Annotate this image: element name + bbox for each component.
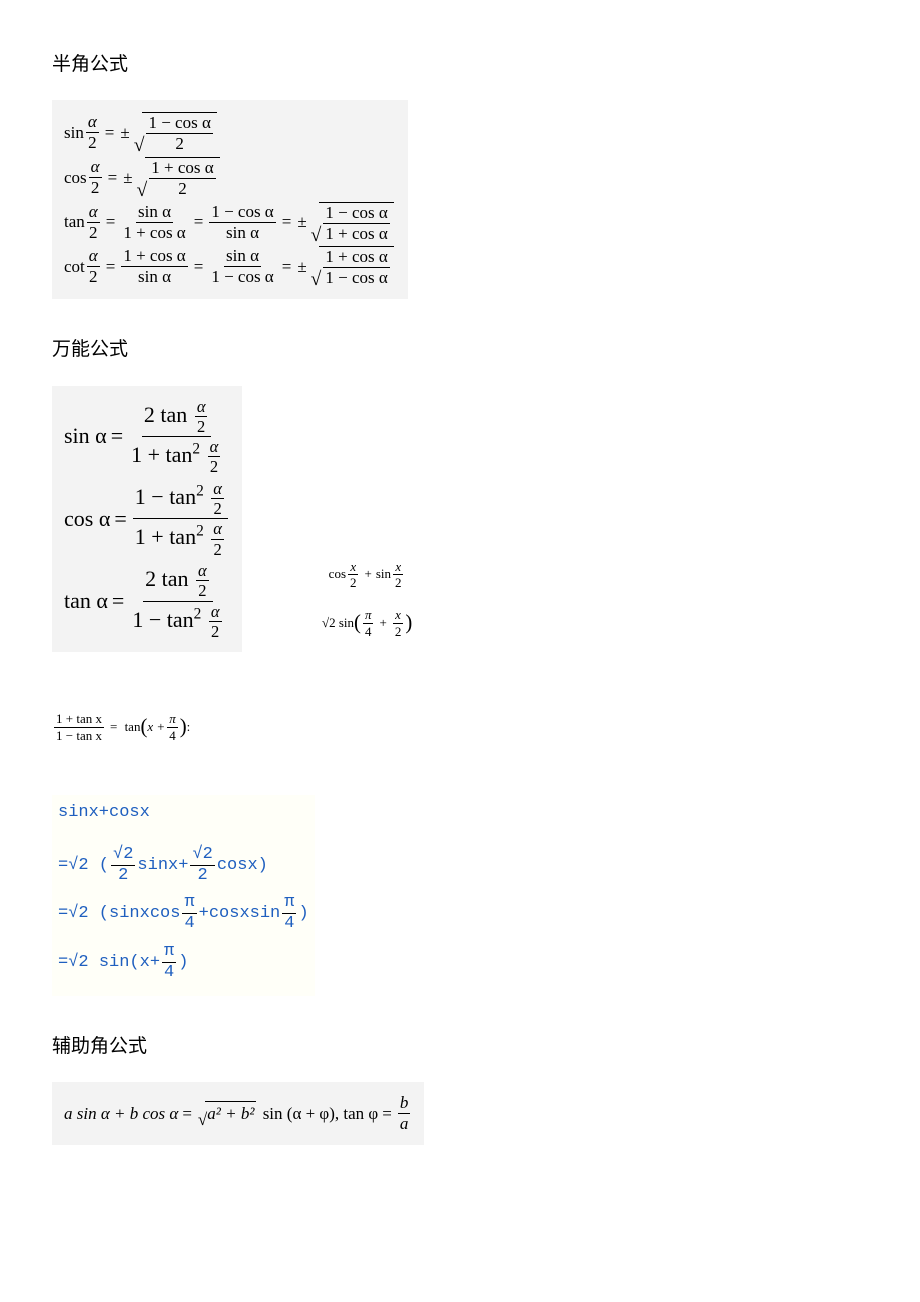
sinx-cosx-line2: = √2 ( sinxcos π4 +cosxsin π4 ) <box>58 894 309 933</box>
formula-tan-half: tan α2 = sin α1 + cos α = 1 − cos αsin α… <box>64 202 396 243</box>
formula-auxiliary: a sin α + b cos α = √a² + b² sin (α + φ)… <box>64 1094 412 1133</box>
formula-sin-universal: sin α = 2 tan α2 1 + tan2 α2 <box>64 398 230 476</box>
formula-cos-universal: cos α = 1 − tan2 α2 1 + tan2 α2 <box>64 480 230 558</box>
sinx-cosx-title: sinx+cosx <box>58 799 309 826</box>
side-formula-line1: cos x2 + sin x2 <box>322 560 412 590</box>
formula-tan-identity: 1 + tan x 1 − tan x = tan ( x + π4 ) : <box>52 712 868 742</box>
formula-tan-universal: tan α = 2 tan α2 1 − tan2 α2 <box>64 562 230 640</box>
side-formula-line2: √2 sin ( π4 + x2 ) <box>322 608 412 638</box>
formula-cot-half: cot α2 = 1 + cos αsin α = sin α1 − cos α… <box>64 246 396 287</box>
formula-sin-half: sin α2 =± √ 1 − cos α2 <box>64 112 396 153</box>
formula-box-universal: sin α = 2 tan α2 1 + tan2 α2 cos α = 1 −… <box>52 386 242 653</box>
formula-box-auxiliary: a sin α + b cos α = √a² + b² sin (α + φ)… <box>52 1082 424 1145</box>
formula-cos-half: cos α2 =± √ 1 + cos α2 <box>64 157 396 198</box>
section-heading-universal: 万能公式 <box>52 335 868 365</box>
sinx-cosx-line1: = √2 ( √22 sinx+ √22 cosx ) <box>58 846 309 885</box>
sinx-cosx-line3: = √2 sin(x+ π4 ) <box>58 943 309 982</box>
section-heading-auxiliary: 辅助角公式 <box>52 1032 868 1062</box>
section-heading-half-angle: 半角公式 <box>52 50 868 80</box>
side-formula-block: cos x2 + sin x2 √2 sin ( π4 + x2 ) <box>322 556 412 653</box>
formula-box-half-angle: sin α2 =± √ 1 − cos α2 cos α2 =± √ 1 + c… <box>52 100 408 299</box>
sinx-cosx-block: sinx+cosx = √2 ( √22 sinx+ √22 cosx ) = … <box>52 795 315 996</box>
